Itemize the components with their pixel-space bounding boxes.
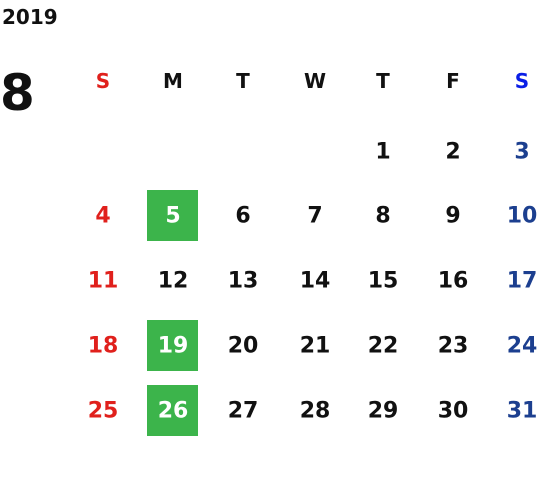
weekday-label: M xyxy=(163,69,183,93)
day-number: 11 xyxy=(88,269,119,294)
day-number: 12 xyxy=(158,269,189,294)
day-number: 29 xyxy=(368,399,399,424)
day-number: 31 xyxy=(507,399,538,424)
day-number: 23 xyxy=(438,334,469,359)
weekday-label: T xyxy=(236,69,250,93)
day-number: 6 xyxy=(235,204,250,229)
day-number: 25 xyxy=(88,399,119,424)
day-number: 4 xyxy=(95,204,110,229)
day-number: 21 xyxy=(300,334,331,359)
day-number: 17 xyxy=(507,269,538,294)
day-number: 15 xyxy=(368,269,399,294)
weekday-label: F xyxy=(446,69,460,93)
weekday-label: W xyxy=(304,69,326,93)
day-number: 5 xyxy=(165,204,180,229)
day-number: 10 xyxy=(507,204,538,229)
weekday-label: T xyxy=(376,69,390,93)
day-number: 9 xyxy=(445,204,460,229)
day-number: 7 xyxy=(307,204,322,229)
day-number: 24 xyxy=(507,334,538,359)
highlight-box xyxy=(147,320,198,371)
day-number: 22 xyxy=(368,334,399,359)
highlight-box xyxy=(147,190,198,241)
day-number: 1 xyxy=(375,140,390,165)
day-number: 20 xyxy=(228,334,259,359)
day-number: 18 xyxy=(88,334,119,359)
weekday-label: S xyxy=(96,69,110,93)
day-number: 8 xyxy=(375,204,390,229)
highlight-box xyxy=(147,385,198,436)
day-number: 13 xyxy=(228,269,259,294)
day-number: 28 xyxy=(300,399,331,424)
day-number: 2 xyxy=(445,140,460,165)
month: 8 xyxy=(0,64,35,122)
weekday-label: S xyxy=(515,69,529,93)
day-number: 30 xyxy=(438,399,469,424)
day-number: 19 xyxy=(158,334,189,359)
day-number: 27 xyxy=(228,399,259,424)
day-number: 3 xyxy=(514,140,529,165)
day-number: 26 xyxy=(158,399,189,424)
year: 2019 xyxy=(2,5,58,29)
day-number: 14 xyxy=(300,269,331,294)
day-number: 16 xyxy=(438,269,469,294)
